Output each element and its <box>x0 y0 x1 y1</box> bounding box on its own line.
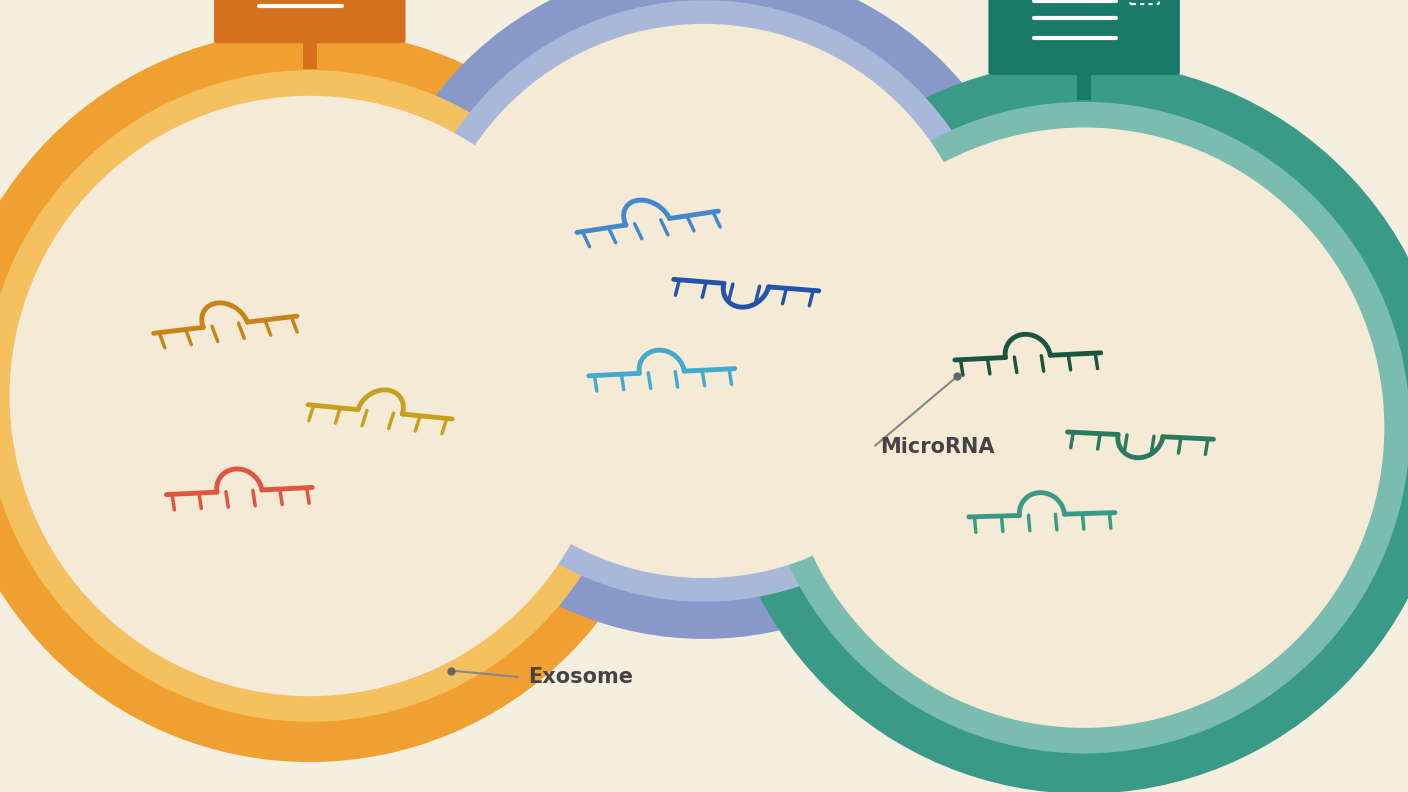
Bar <box>1077 73 1091 101</box>
FancyBboxPatch shape <box>1131 0 1159 4</box>
Ellipse shape <box>0 70 635 722</box>
Ellipse shape <box>784 128 1384 728</box>
Text: Exosome: Exosome <box>528 667 634 687</box>
Ellipse shape <box>0 30 676 762</box>
Ellipse shape <box>10 96 610 696</box>
Ellipse shape <box>759 102 1408 753</box>
Bar <box>303 41 317 69</box>
Ellipse shape <box>366 0 1042 639</box>
FancyBboxPatch shape <box>214 0 406 44</box>
Text: MicroRNA: MicroRNA <box>880 437 994 458</box>
Ellipse shape <box>427 24 981 578</box>
Ellipse shape <box>718 62 1408 792</box>
FancyBboxPatch shape <box>988 0 1180 75</box>
Ellipse shape <box>403 0 1005 602</box>
